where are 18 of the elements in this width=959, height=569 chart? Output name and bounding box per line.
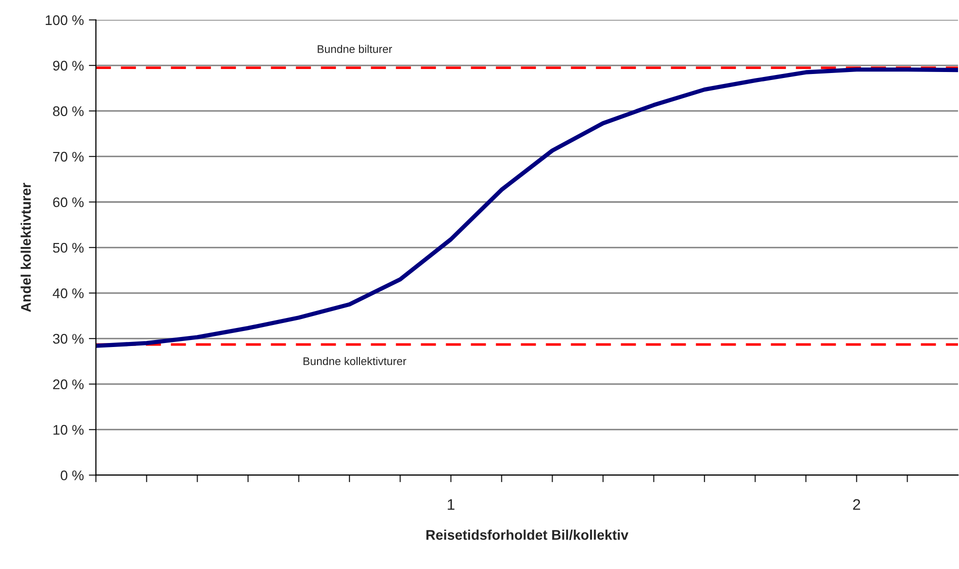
- x-tick-label: 2: [853, 499, 860, 510]
- y-axis-title: Andel kollektivturer: [20, 182, 31, 312]
- y-tick-label: 90 %: [53, 60, 84, 71]
- y-tick-label: 100 %: [46, 15, 84, 26]
- x-tick-label: 1: [448, 499, 454, 510]
- ref-line-label: Bundne kollektivturer: [304, 356, 406, 366]
- y-tick-label: 30 %: [52, 334, 84, 344]
- x-axis-title: Reisetidsforholdet Bil/kollektiv: [426, 530, 628, 540]
- line-series: [96, 67, 958, 348]
- y-tick-label: 10 %: [54, 424, 84, 435]
- y-tick-label: 60 %: [53, 197, 84, 208]
- y-tick-label: 70 %: [53, 152, 84, 162]
- y-tick-label: 20 %: [53, 379, 84, 390]
- y-tick-label: 0 %: [60, 470, 84, 480]
- ref-line-label: Bundne bilturer: [318, 44, 392, 54]
- y-tick-label: 40 %: [52, 288, 84, 298]
- y-tick-label: 80 %: [53, 106, 84, 116]
- y-tick-label: 50 %: [52, 242, 84, 253]
